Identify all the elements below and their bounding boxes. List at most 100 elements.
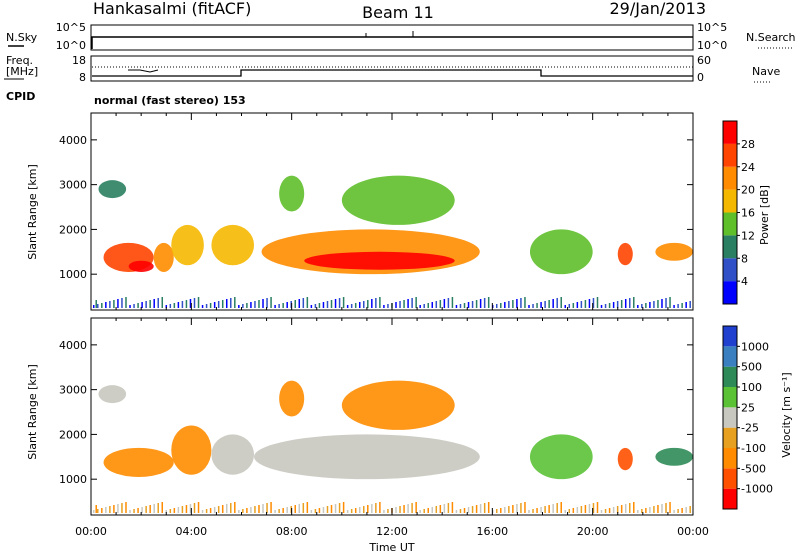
velocity-clutter-mark xyxy=(467,507,470,513)
power-echo-region-12 xyxy=(655,242,693,261)
velocity-clutter-mark xyxy=(254,506,256,513)
power-clutter-mark xyxy=(641,304,643,308)
velocity-clutter-mark xyxy=(306,502,309,513)
velocity-clutter-mark xyxy=(415,502,417,513)
velocity-clutter-mark xyxy=(596,502,599,513)
velocity-clutter-mark xyxy=(524,502,526,513)
velocity-clutter-mark xyxy=(572,508,575,513)
velocity-colorbar-segment xyxy=(723,366,737,387)
power-clutter-mark xyxy=(512,300,514,308)
power-clutter-mark xyxy=(225,299,228,308)
noise-left-ytick-top: 10^5 xyxy=(56,21,86,34)
beam-title: Beam 11 xyxy=(362,3,434,22)
velocity-clutter-mark xyxy=(532,509,534,513)
velocity-clutter-mark xyxy=(334,504,337,513)
power-clutter-mark xyxy=(483,298,486,308)
velocity-clutter-mark xyxy=(197,502,200,513)
power-clutter-mark xyxy=(109,301,111,308)
power-clutter-mark xyxy=(592,298,595,308)
freq-right-ytick-bottom: 0 xyxy=(697,71,704,84)
velocity-clutter-mark xyxy=(298,504,301,513)
velocity-clutter-mark xyxy=(318,508,321,513)
power-clutter-mark xyxy=(580,301,583,308)
velocity-clutter-mark xyxy=(270,502,272,513)
power-clutter-mark xyxy=(141,302,143,308)
power-echo-region-9 xyxy=(341,175,455,225)
power-clutter-mark xyxy=(560,297,562,308)
power-colorbar-tick-label: 4 xyxy=(741,275,748,288)
power-clutter-mark xyxy=(161,297,164,308)
power-clutter-mark xyxy=(358,302,361,308)
power-clutter-mark xyxy=(387,304,389,308)
power-clutter-mark xyxy=(354,303,357,308)
velocity-clutter-mark xyxy=(141,507,143,513)
power-clutter-mark xyxy=(508,301,510,308)
time-xtick-label: 12:00 xyxy=(376,525,408,538)
power-clutter-mark xyxy=(326,301,329,308)
power-echo-region-1 xyxy=(128,260,154,272)
velocity-clutter-mark xyxy=(322,507,325,513)
power-clutter-mark xyxy=(262,299,264,308)
velocity-clutter-mark xyxy=(282,508,284,513)
time-xtick-label: 16:00 xyxy=(476,525,508,538)
power-clutter-mark xyxy=(137,303,139,308)
velocity-clutter-mark xyxy=(97,509,99,513)
velocity-clutter-mark xyxy=(677,509,679,513)
power-clutter-mark xyxy=(528,305,530,308)
power-clutter-mark xyxy=(516,299,518,308)
power-clutter-mark xyxy=(350,304,353,308)
power-clutter-mark xyxy=(463,303,466,308)
power-clutter-mark xyxy=(117,299,119,308)
velocity-clutter-mark xyxy=(330,505,333,513)
velocity-ytick-label: 4000 xyxy=(59,339,87,352)
velocity-clutter-mark xyxy=(487,502,490,513)
power-clutter-mark xyxy=(298,299,301,308)
velocity-clutter-mark xyxy=(548,505,550,513)
power-clutter-mark xyxy=(185,300,188,308)
power-clutter-mark xyxy=(294,300,296,308)
velocity-clutter-mark xyxy=(512,505,514,513)
velocity-clutter-mark xyxy=(125,502,127,513)
power-clutter-mark xyxy=(479,299,482,308)
power-clutter-mark xyxy=(217,301,220,308)
velocity-clutter-mark xyxy=(221,505,224,513)
power-clutter-mark xyxy=(423,304,425,308)
velocity-clutter-mark xyxy=(387,509,389,513)
nave-label: Nave xyxy=(752,65,780,78)
power-echo-region-3 xyxy=(171,224,204,266)
velocity-clutter-mark xyxy=(516,504,518,513)
power-clutter-mark xyxy=(101,303,103,308)
power-clutter-mark xyxy=(310,305,313,308)
velocity-clutter-mark xyxy=(520,503,522,513)
velocity-clutter-mark xyxy=(496,509,498,513)
velocity-xtickmarks xyxy=(90,318,694,515)
velocity-data-layer xyxy=(98,380,693,480)
power-colorbar: 28 24 20 16 12 8 4 xyxy=(722,120,755,305)
power-clutter-mark xyxy=(238,305,240,308)
power-clutter-mark xyxy=(633,297,635,308)
velocity-clutter-mark xyxy=(528,510,530,513)
power-colorbar-tick-label: 8 xyxy=(741,252,748,265)
time-xaxis: 00:00 04:00 08:00 12:00 16:00 20:00 00:00 xyxy=(75,525,709,538)
velocity-echo-region-8 xyxy=(617,447,633,471)
power-colorbar-tick-label: 16 xyxy=(741,207,755,220)
freq-left-label-1: Freq. xyxy=(6,54,33,67)
velocity-clutter-mark xyxy=(217,506,220,513)
velocity-clutter-mark xyxy=(419,510,421,513)
power-clutter-mark xyxy=(403,300,405,308)
power-clutter-mark xyxy=(306,297,309,308)
power-clutter-mark xyxy=(322,302,325,308)
power-clutter-mark xyxy=(584,300,587,308)
velocity-clutter-mark xyxy=(294,505,296,513)
velocity-colorbar-segment xyxy=(723,448,737,469)
power-clutter-mark xyxy=(254,301,256,308)
power-clutter-mark xyxy=(379,297,381,308)
power-clutter-mark xyxy=(371,299,373,308)
velocity-colorbar-label: Velocity [m s⁻¹] xyxy=(780,372,793,457)
time-xtick-label: 00:00 xyxy=(75,525,107,538)
velocity-echo-region-3 xyxy=(211,434,255,475)
power-clutter-mark xyxy=(375,298,377,308)
velocity-clutter-mark xyxy=(181,506,184,513)
velocity-clutter-mark xyxy=(213,507,216,513)
power-clutter-mark xyxy=(504,302,506,308)
